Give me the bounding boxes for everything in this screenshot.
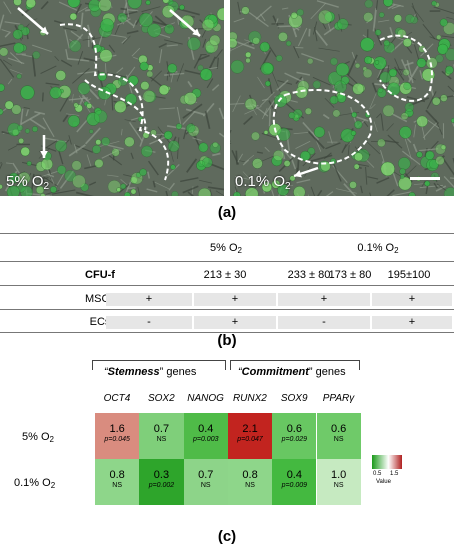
legend-title: Value [376,479,391,485]
msc-value: + [194,293,276,306]
ec-value: - [106,316,192,329]
heatmap-value: 0.3 [153,469,170,481]
color-legend-bar [372,455,402,469]
ec-value: - [278,316,370,329]
heatmap-pvalue: p=0.009 [281,482,308,489]
heatmap-pvalue: NS [156,436,167,443]
stemness-group-label: “Stemness” genes [104,366,197,378]
heatmap-cell: 0.6 NS [316,413,361,459]
heatmap-pvalue: NS [333,482,344,489]
heatmap-value: 0.8 [242,469,258,481]
msc-value: + [106,293,192,306]
heatmap-value: 0.7 [198,469,214,481]
heatmap-value: 0.6 [331,423,347,435]
heatmap-cell: 0.4 p=0.003 [183,413,228,459]
micrograph-0-1pct-o2: 0.1% O2 [230,0,454,196]
heatmap-cell: 1.0 NS [316,459,361,505]
micrograph-right-image [230,0,454,196]
heatmap-value: 1.6 [109,423,125,435]
legend-tick: 0.5 [373,471,382,477]
row-label-ecs: ECs [89,316,111,328]
panel-letter-b: (b) [217,332,237,349]
heatmap-pvalue: p=0.047 [237,436,263,443]
legend-tick: 1.5 [390,471,399,477]
table-rule [0,309,454,310]
heatmap-value: 0.4 [198,423,214,435]
heatmap-pvalue: p=0.002 [148,482,175,489]
gene-label: NANOG [187,393,224,404]
stemness-bracket [92,360,226,370]
heatmap-pvalue: NS [333,436,344,443]
heatmap-cell: 0.3 p=0.002 [139,459,184,505]
heatmap-cell: 0.7 NS [183,459,228,505]
heatmap-cell: 0.8 NS [95,459,140,505]
ec-value: + [372,316,452,329]
panel-letter-a: (a) [217,204,237,221]
cfu-value: 195±100 [387,269,431,281]
condition-label-5pct: 5% O2 [22,431,54,444]
heatmap-value: 0.8 [109,469,125,481]
table-top-rule [0,233,454,234]
heatmap-cell: 0.8 NS [227,459,273,505]
micrograph-left-image [0,0,224,196]
heatmap-pvalue: p=0.029 [281,436,308,443]
table-mid-rule [0,261,454,262]
row-label-cfu: CFU-f [85,269,115,281]
heatmap-cell: 0.7 NS [139,413,184,459]
heatmap-value: 2.1 [242,423,258,435]
gene-label: SOX9 [280,393,308,404]
gene-label: OCT4 [103,393,131,404]
table-bottom-rule [0,332,454,333]
commitment-bracket [230,360,360,370]
gene-label: PPARγ [322,393,355,404]
cfu-value: 173 ± 80 [328,269,372,281]
heatmap-value: 0.6 [286,423,302,435]
heatmap-value: 0.7 [153,423,170,435]
heatmap-cell: 0.4 p=0.009 [272,459,317,505]
table-rule [0,285,454,286]
heatmap-pvalue: p=0.003 [192,436,219,443]
cfu-value: 233 ± 80 [287,269,331,281]
heatmap-pvalue: NS [200,482,211,489]
group-header-5pct: 5% O2 [210,242,242,255]
heatmap-cell: 2.1 p=0.047 [227,413,273,459]
micrograph-5pct-o2: 5% O2 [0,0,224,196]
heatmap-pvalue: NS [245,482,255,489]
heatmap-cell: 0.6 p=0.029 [272,413,317,459]
heatmap-pvalue: p=0.045 [104,436,130,443]
heatmap-cell: 1.6 p=0.045 [95,413,140,459]
group-header-0-1pct: 0.1% O2 [357,242,399,255]
commitment-group-label: “Commitment” genes [238,366,346,378]
gene-label: RUNX2 [232,393,267,404]
micrograph-right-label: 0.1% O2 [235,173,291,192]
heatmap-value: 0.4 [286,469,302,481]
heatmap-pvalue: NS [112,482,123,489]
cfu-value: 213 ± 30 [203,269,247,281]
heatmap-value: 1.0 [331,469,347,481]
panel-letter-c: (c) [217,528,237,545]
ec-value: + [194,316,276,329]
condition-label-0-1pct: 0.1% O2 [14,477,56,490]
msc-value: + [372,293,452,306]
gene-label: SOX2 [147,393,175,404]
micrograph-left-label: 5% O2 [6,173,50,192]
msc-value: + [278,293,370,306]
